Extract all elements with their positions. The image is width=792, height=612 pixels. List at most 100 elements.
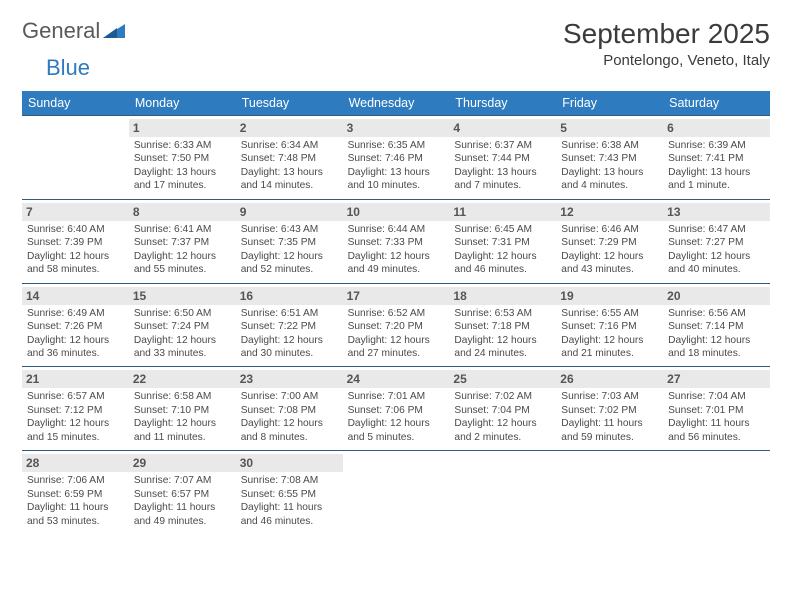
- week-row: 28 Sunrise: 7:06 AMSunset: 6:59 PMDayligh…: [22, 450, 770, 534]
- title-block: September 2025 Pontelongo, Veneto, Italy: [563, 18, 770, 69]
- day-cell: 3 Sunrise: 6:35 AMSunset: 7:46 PMDaylight…: [343, 116, 450, 199]
- day-info: Sunrise: 6:34 AMSunset: 7:48 PMDaylight:…: [241, 139, 338, 193]
- day-info: Sunrise: 7:04 AMSunset: 7:01 PMDaylight:…: [668, 390, 765, 444]
- day-cell: 14 Sunrise: 6:49 AMSunset: 7:26 PMDayligh…: [22, 284, 129, 367]
- day-number: 15: [129, 287, 236, 305]
- day-cell: 27 Sunrise: 7:04 AMSunset: 7:01 PMDayligh…: [663, 367, 770, 450]
- page-title: September 2025: [563, 18, 770, 50]
- day-info: Sunrise: 7:08 AMSunset: 6:55 PMDaylight:…: [241, 474, 338, 528]
- day-number: 5: [556, 119, 663, 137]
- day-cell: 28 Sunrise: 7:06 AMSunset: 6:59 PMDayligh…: [22, 451, 129, 534]
- day-info: Sunrise: 6:56 AMSunset: 7:14 PMDaylight:…: [668, 307, 765, 361]
- day-number: 29: [129, 454, 236, 472]
- weekday-saturday: Saturday: [663, 91, 770, 115]
- day-cell: 4 Sunrise: 6:37 AMSunset: 7:44 PMDaylight…: [449, 116, 556, 199]
- week-row: 14 Sunrise: 6:49 AMSunset: 7:26 PMDayligh…: [22, 283, 770, 367]
- empty-cell: .: [22, 116, 129, 199]
- weekday-thursday: Thursday: [449, 91, 556, 115]
- day-info: Sunrise: 6:44 AMSunset: 7:33 PMDaylight:…: [348, 223, 445, 277]
- day-info: Sunrise: 7:03 AMSunset: 7:02 PMDaylight:…: [561, 390, 658, 444]
- day-cell: 15Sunrise: 6:50 AMSunset: 7:24 PMDayligh…: [129, 284, 236, 367]
- day-cell: 7 Sunrise: 6:40 AMSunset: 7:39 PMDaylight…: [22, 200, 129, 283]
- weeks-container: .1Sunrise: 6:33 AMSunset: 7:50 PMDayligh…: [22, 115, 770, 534]
- day-cell: 11Sunrise: 6:45 AMSunset: 7:31 PMDayligh…: [449, 200, 556, 283]
- day-number: 7: [22, 203, 129, 221]
- day-info: Sunrise: 6:35 AMSunset: 7:46 PMDaylight:…: [348, 139, 445, 193]
- day-cell: 20 Sunrise: 6:56 AMSunset: 7:14 PMDayligh…: [663, 284, 770, 367]
- day-info: Sunrise: 6:33 AMSunset: 7:50 PMDaylight:…: [134, 139, 231, 193]
- day-number: 13: [663, 203, 770, 221]
- day-cell: 21 Sunrise: 6:57 AMSunset: 7:12 PMDayligh…: [22, 367, 129, 450]
- day-number: 26: [556, 370, 663, 388]
- day-cell: 19Sunrise: 6:55 AMSunset: 7:16 PMDayligh…: [556, 284, 663, 367]
- day-number: 17: [343, 287, 450, 305]
- day-cell: 24 Sunrise: 7:01 AMSunset: 7:06 PMDayligh…: [343, 367, 450, 450]
- day-info: Sunrise: 7:06 AMSunset: 6:59 PMDaylight:…: [27, 474, 124, 528]
- day-info: Sunrise: 7:01 AMSunset: 7:06 PMDaylight:…: [348, 390, 445, 444]
- day-info: Sunrise: 6:53 AMSunset: 7:18 PMDaylight:…: [454, 307, 551, 361]
- day-info: Sunrise: 6:58 AMSunset: 7:10 PMDaylight:…: [134, 390, 231, 444]
- logo-text-general: General: [22, 18, 100, 44]
- day-info: Sunrise: 6:43 AMSunset: 7:35 PMDaylight:…: [241, 223, 338, 277]
- logo-triangle-icon: [103, 18, 125, 44]
- day-info: Sunrise: 6:57 AMSunset: 7:12 PMDaylight:…: [27, 390, 124, 444]
- day-info: Sunrise: 6:37 AMSunset: 7:44 PMDaylight:…: [454, 139, 551, 193]
- day-number: 10: [343, 203, 450, 221]
- day-cell: 5 Sunrise: 6:38 AMSunset: 7:43 PMDaylight…: [556, 116, 663, 199]
- day-number: 18: [449, 287, 556, 305]
- day-number: 23: [236, 370, 343, 388]
- day-number: 11: [449, 203, 556, 221]
- day-cell: 30Sunrise: 7:08 AMSunset: 6:55 PMDayligh…: [236, 451, 343, 534]
- day-info: Sunrise: 6:39 AMSunset: 7:41 PMDaylight:…: [668, 139, 765, 193]
- day-number: 28: [22, 454, 129, 472]
- day-number: 22: [129, 370, 236, 388]
- weekday-friday: Friday: [556, 91, 663, 115]
- calendar-grid: SundayMondayTuesdayWednesdayThursdayFrid…: [22, 91, 770, 534]
- day-info: Sunrise: 7:07 AMSunset: 6:57 PMDaylight:…: [134, 474, 231, 528]
- day-number: 27: [663, 370, 770, 388]
- day-number: 8: [129, 203, 236, 221]
- day-number: 9: [236, 203, 343, 221]
- weekday-header: SundayMondayTuesdayWednesdayThursdayFrid…: [22, 91, 770, 115]
- day-number: 3: [343, 119, 450, 137]
- day-number: 2: [236, 119, 343, 137]
- empty-cell: .: [556, 451, 663, 534]
- logo-text-blue: Blue: [46, 55, 90, 81]
- weekday-wednesday: Wednesday: [343, 91, 450, 115]
- day-cell: 18 Sunrise: 6:53 AMSunset: 7:18 PMDayligh…: [449, 284, 556, 367]
- calendar-page: General September 2025 Pontelongo, Venet…: [0, 0, 792, 552]
- day-number: 4: [449, 119, 556, 137]
- day-cell: 25Sunrise: 7:02 AMSunset: 7:04 PMDayligh…: [449, 367, 556, 450]
- day-cell: 6Sunrise: 6:39 AMSunset: 7:41 PMDaylight…: [663, 116, 770, 199]
- day-info: Sunrise: 6:51 AMSunset: 7:22 PMDaylight:…: [241, 307, 338, 361]
- week-row: .1 Sunrise: 6:33 AMSunset: 7:50 PMDayligh…: [22, 115, 770, 199]
- day-info: Sunrise: 6:52 AMSunset: 7:20 PMDaylight:…: [348, 307, 445, 361]
- week-row: 7 Sunrise: 6:40 AMSunset: 7:39 PMDaylight…: [22, 199, 770, 283]
- day-number: 25: [449, 370, 556, 388]
- day-cell: 8 Sunrise: 6:41 AMSunset: 7:37 PMDaylight…: [129, 200, 236, 283]
- day-number: 24: [343, 370, 450, 388]
- day-info: Sunrise: 6:38 AMSunset: 7:43 PMDaylight:…: [561, 139, 658, 193]
- day-number: 20: [663, 287, 770, 305]
- day-number: 12: [556, 203, 663, 221]
- day-number: 1: [129, 119, 236, 137]
- weekday-sunday: Sunday: [22, 91, 129, 115]
- day-cell: 22 Sunrise: 6:58 AMSunset: 7:10 PMDayligh…: [129, 367, 236, 450]
- day-info: Sunrise: 6:46 AMSunset: 7:29 PMDaylight:…: [561, 223, 658, 277]
- day-number: 14: [22, 287, 129, 305]
- day-number: 19: [556, 287, 663, 305]
- empty-cell: .: [449, 451, 556, 534]
- empty-cell: .: [663, 451, 770, 534]
- day-info: Sunrise: 6:41 AMSunset: 7:37 PMDaylight:…: [134, 223, 231, 277]
- day-cell: 26 Sunrise: 7:03 AMSunset: 7:02 PMDayligh…: [556, 367, 663, 450]
- day-info: Sunrise: 6:40 AMSunset: 7:39 PMDaylight:…: [27, 223, 124, 277]
- day-info: Sunrise: 7:00 AMSunset: 7:08 PMDaylight:…: [241, 390, 338, 444]
- day-info: Sunrise: 6:47 AMSunset: 7:27 PMDaylight:…: [668, 223, 765, 277]
- day-cell: 2 Sunrise: 6:34 AMSunset: 7:48 PMDaylight…: [236, 116, 343, 199]
- day-cell: 16Sunrise: 6:51 AMSunset: 7:22 PMDayligh…: [236, 284, 343, 367]
- day-cell: 12 Sunrise: 6:46 AMSunset: 7:29 PMDayligh…: [556, 200, 663, 283]
- day-info: Sunrise: 6:49 AMSunset: 7:26 PMDaylight:…: [27, 307, 124, 361]
- day-cell: 29 Sunrise: 7:07 AMSunset: 6:57 PMDayligh…: [129, 451, 236, 534]
- week-row: 21 Sunrise: 6:57 AMSunset: 7:12 PMDayligh…: [22, 366, 770, 450]
- day-number: 21: [22, 370, 129, 388]
